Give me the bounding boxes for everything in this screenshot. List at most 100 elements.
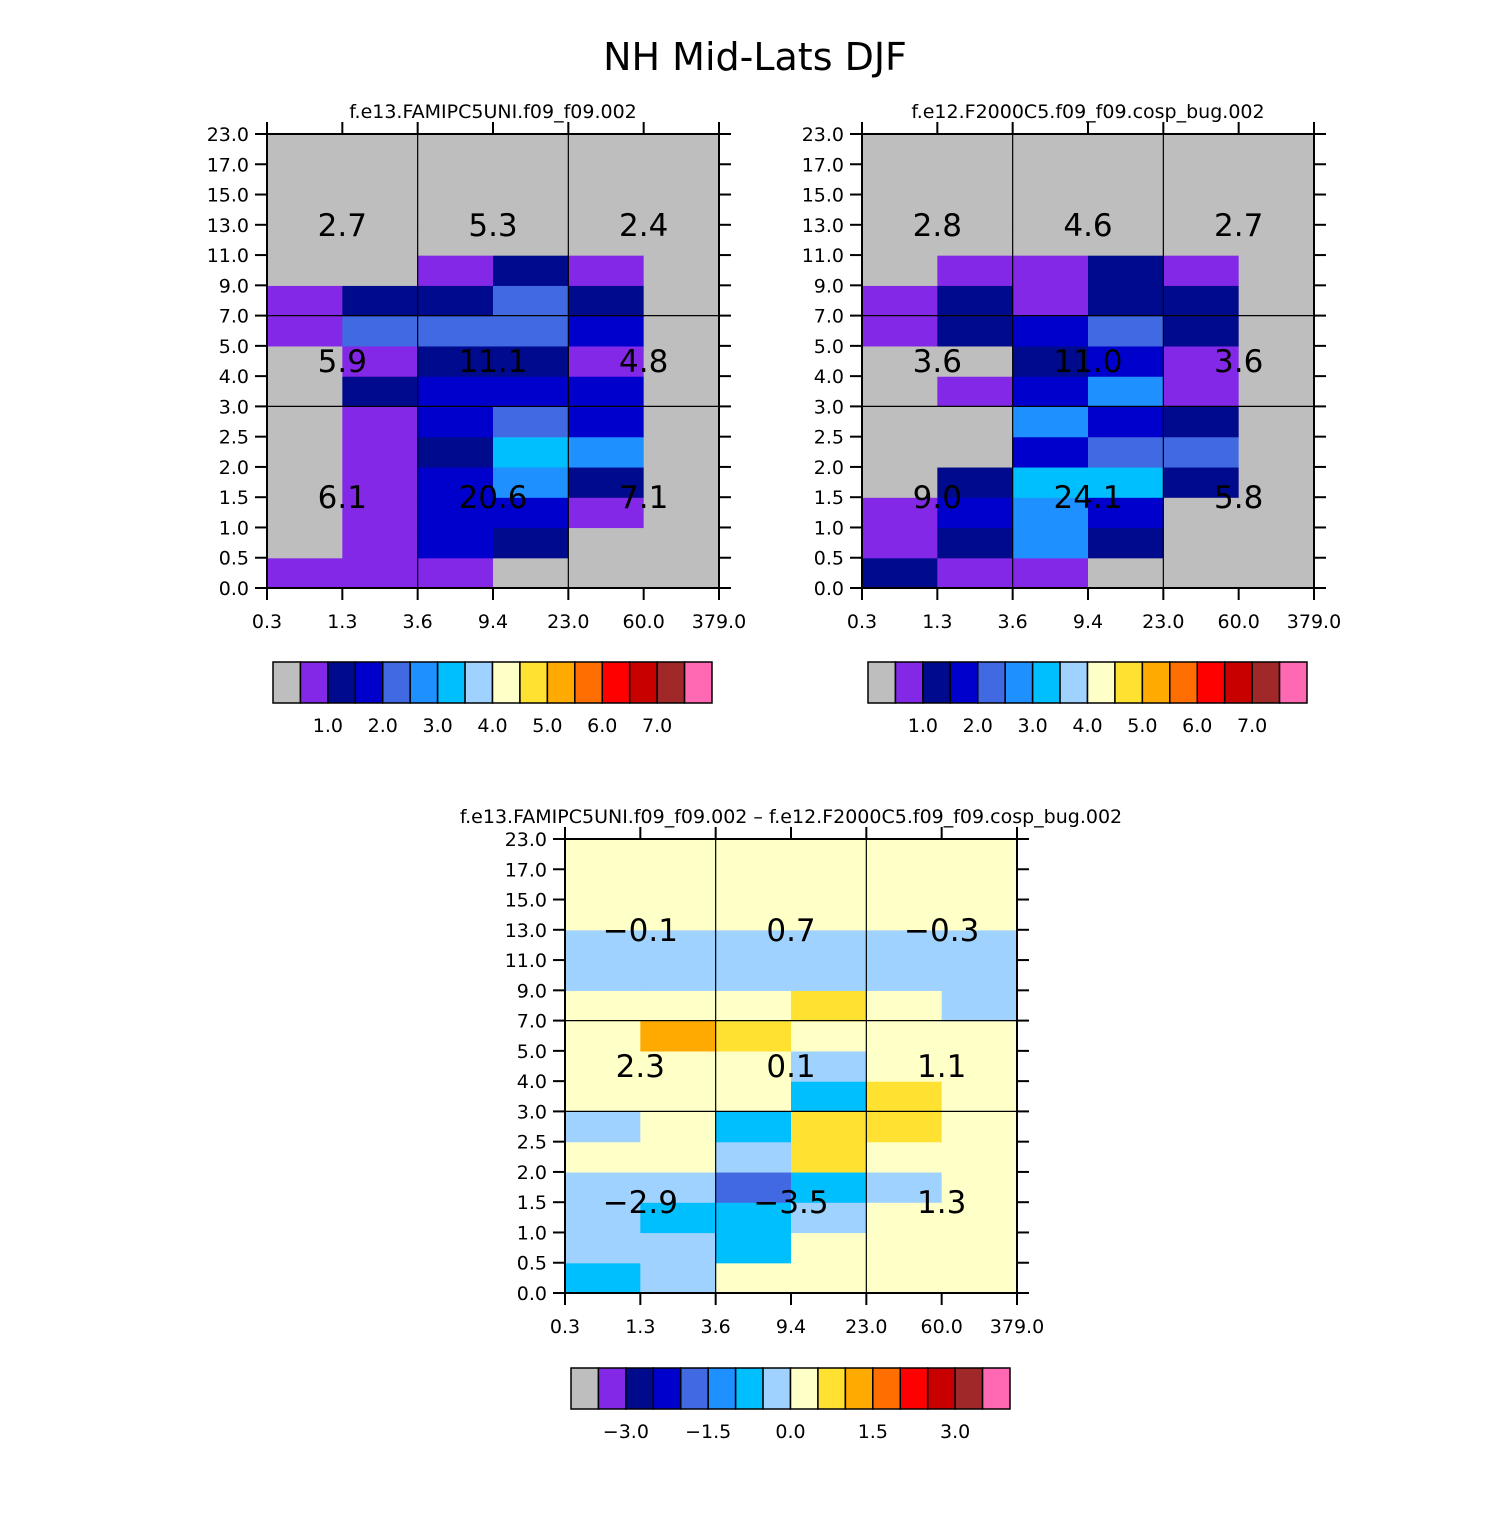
heatmap-cell (267, 406, 343, 438)
colorbar-label: 5.0 (532, 715, 562, 737)
heatmap-cell (643, 436, 720, 468)
heatmap-cell (1238, 527, 1315, 559)
x-tick-label: 60.0 (921, 1316, 963, 1338)
x-tick-label: 0.3 (847, 611, 877, 633)
heatmap-cell (1238, 557, 1315, 589)
heatmap-cell (941, 1232, 1018, 1264)
heatmap-cell (862, 224, 938, 256)
heatmap-cell (1088, 164, 1164, 196)
heatmap-cell (715, 960, 792, 991)
heatmap-cell (640, 1081, 717, 1112)
heatmap-cell (862, 285, 938, 317)
colorbar-box (652, 1367, 682, 1410)
block-value-label: 2.3 (616, 1049, 665, 1085)
heatmap-cell (1088, 255, 1164, 286)
heatmap-cell (866, 1050, 943, 1082)
x-tick-label: 0.3 (550, 1316, 580, 1338)
heatmap-cell (1163, 164, 1240, 196)
heatmap-cell (417, 134, 494, 165)
heatmap-cell (715, 1262, 792, 1294)
heatmap-cell (866, 1081, 943, 1112)
block-value-label: 2.8 (913, 208, 962, 244)
x-tick-label: 9.4 (1073, 611, 1103, 633)
heatmap-cell (941, 990, 1018, 1022)
heatmap-cell (267, 164, 343, 196)
block-value-label: 1.1 (917, 1049, 966, 1085)
block-value-label: 4.6 (1063, 208, 1112, 244)
heatmap-cell (1163, 345, 1240, 377)
heatmap-cell (862, 557, 938, 589)
heatmap-cell (267, 345, 343, 377)
block-value-label: 0.1 (766, 1049, 815, 1085)
colorbar-box (872, 1367, 901, 1410)
heatmap-cell (1238, 224, 1315, 256)
heatmap-cell (1163, 527, 1240, 559)
y-tick-label: 7.0 (814, 306, 844, 328)
heatmap-cell (715, 1141, 792, 1173)
heatmap-cell (342, 345, 419, 377)
heatmap-cell (267, 224, 343, 256)
heatmap-cell (643, 466, 720, 498)
heatmap-cell (941, 1202, 1018, 1234)
colorbar-box (299, 661, 329, 704)
panel-title: f.e13.FAMIPC5UNI.f09_f09.002 – f.e12.F20… (460, 806, 1122, 828)
y-tick-label: 0.0 (517, 1283, 547, 1305)
x-tick-label: 23.0 (845, 1316, 887, 1338)
heatmap-cell (565, 1202, 641, 1234)
heatmap-cell (715, 839, 792, 870)
heatmap-cell (417, 557, 494, 589)
heatmap-cell (866, 929, 943, 961)
heatmap-cell (417, 164, 494, 196)
heatmap-cell (493, 224, 569, 256)
x-tick-label: 9.4 (478, 611, 508, 633)
heatmap-cell (1163, 224, 1240, 256)
heatmap-cell (568, 345, 645, 377)
x-tick-label: 3.6 (403, 611, 433, 633)
heatmap-cell (1088, 557, 1164, 589)
y-tick-label: 2.5 (219, 427, 249, 449)
colorbar-label: 1.0 (908, 715, 938, 737)
heatmap-cell (1012, 345, 1089, 377)
x-tick-label: 60.0 (1218, 611, 1260, 633)
block-value-label: 5.3 (468, 208, 517, 244)
block-value-label: 7.1 (619, 480, 668, 516)
colorbar-box (574, 661, 603, 704)
heatmap-cell (941, 929, 1018, 961)
heatmap-cell (267, 134, 343, 165)
heatmap-cell (565, 1262, 641, 1294)
heatmap-cell (1163, 315, 1240, 347)
heatmap-cell (640, 960, 717, 991)
y-tick-label: 13.0 (802, 215, 844, 237)
colorbar-box (789, 1367, 819, 1410)
colorbar-box (1086, 661, 1116, 704)
heatmap-cell (866, 839, 943, 870)
heatmap-cell (1238, 164, 1315, 196)
heatmap-cell (937, 376, 1014, 407)
y-tick-label: 15.0 (207, 185, 249, 207)
colorbar-box (954, 1367, 984, 1410)
block-value-label: 3.6 (1214, 344, 1263, 380)
heatmap-cell (937, 285, 1014, 317)
colorbar-label: −3.0 (603, 1421, 649, 1443)
colorbar-box (1251, 661, 1281, 704)
heatmap-cell (565, 929, 641, 961)
heatmap-cell (862, 164, 938, 196)
colorbar-box (597, 1367, 627, 1410)
heatmap-cell (493, 134, 569, 165)
heatmap-cell (866, 1262, 943, 1294)
colorbar-box (601, 661, 631, 704)
panel-title: f.e12.F2000C5.f09_f09.cosp_bug.002 (911, 101, 1264, 123)
heatmap-cell (1088, 436, 1164, 468)
colorbar-box (1278, 661, 1308, 704)
heatmap-cell (791, 899, 867, 931)
heatmap-cell (1163, 557, 1240, 589)
panel-3: f.e13.FAMIPC5UNI.f09_f09.002 – f.e12.F20… (460, 806, 1122, 1443)
colorbar-label: 0.0 (775, 1421, 805, 1443)
heatmap-cell (267, 285, 343, 317)
heatmap-cell (565, 1171, 641, 1203)
heatmap-cell (568, 164, 645, 196)
heatmap-cell (941, 1081, 1018, 1112)
heatmap-cell (791, 990, 867, 1022)
